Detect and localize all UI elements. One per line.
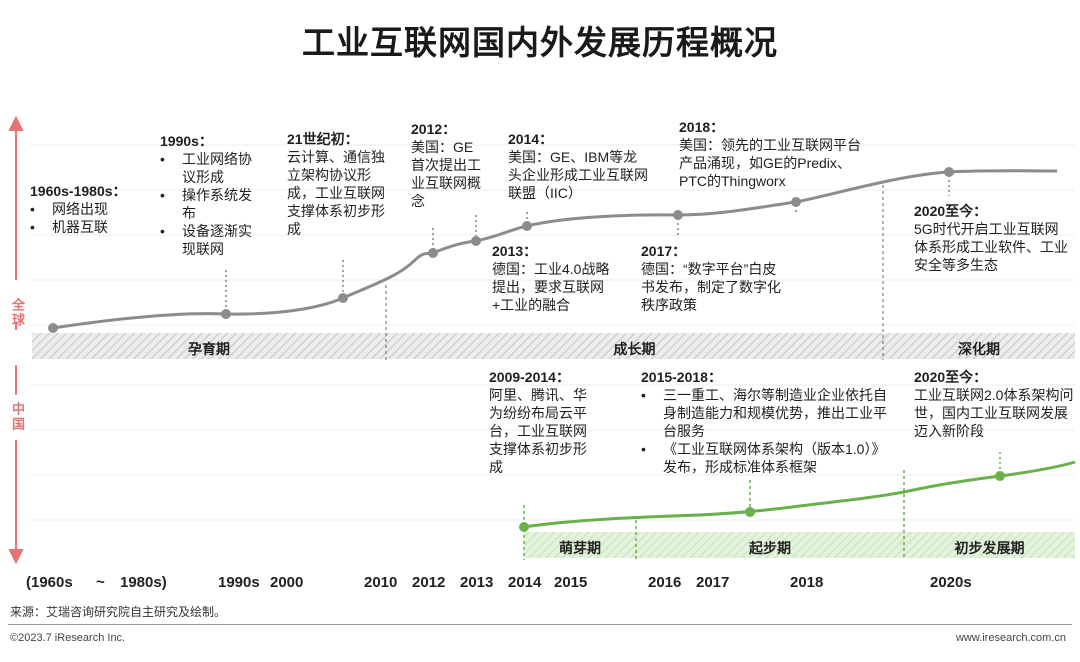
x-label-2020s: 2020s xyxy=(930,574,972,591)
copyright: ©2023.7 iResearch Inc. xyxy=(10,632,126,644)
region-label-china: 中国 xyxy=(10,402,25,432)
x-label-1960s: (1960s xyxy=(26,574,73,591)
event-1960s-1980s: 1960s-1980s： 网络出现 机器互联 xyxy=(30,182,127,236)
china-axis-arrow xyxy=(8,365,24,565)
period-label-initial-development: 初步发展期 xyxy=(954,540,1025,556)
x-label-1980s: 1980s) xyxy=(120,574,167,591)
period-label-sprout: 萌芽期 xyxy=(559,540,601,556)
x-label-2016: 2016 xyxy=(648,574,682,591)
period-dividers xyxy=(385,185,884,360)
x-label-2013: 2013 xyxy=(460,574,494,591)
event-2012: 2012： 美国：GE首次提出工业互联网概念 xyxy=(411,121,481,209)
china-period-dividers xyxy=(523,470,905,560)
event-1990s: 1990s： 工业网络协议形成 操作系统发布 设备逐渐实现联网 xyxy=(160,132,260,258)
event-2013: 2013： 德国：工业4.0战略提出，要求互联网+工业的融合 xyxy=(492,243,610,313)
x-label-2017: 2017 xyxy=(696,574,730,591)
page-title: 工业互联网国内外发展历程概况 xyxy=(302,24,778,61)
event-2014: 2014： 美国：GE、IBM等龙头企业形成工业互联网联盟（IIC） xyxy=(508,131,648,201)
event-2017: 2017： 德国：“数字平台”白皮书发布，制定了数字化秩序政策 xyxy=(641,243,781,313)
period-label-start: 起步期 xyxy=(749,540,791,556)
x-label-2014: 2014 xyxy=(508,574,542,591)
x-label-tilde: ~ xyxy=(96,574,105,591)
global-axis-arrow xyxy=(8,115,24,330)
period-label-deepening: 深化期 xyxy=(958,341,1000,357)
region-label-global: 全球 xyxy=(10,298,25,328)
event-2020-china: 2020至今： 工业互联网2.0体系架构问世，国内工业互联网发展迈入新阶段 xyxy=(914,369,1074,439)
x-label-1990s: 1990s xyxy=(218,574,260,591)
website-link[interactable]: www.iresearch.com.cn xyxy=(955,632,1066,644)
x-label-2018: 2018 xyxy=(790,574,824,591)
event-2015-2018-china: 2015-2018： 三一重工、海尔等制造业企业依托自身制造能力和规模优势，推出… xyxy=(641,368,891,476)
event-early-21st-century: 21世纪初： 云计算、通信独立架构协议形成，工业互联网支撑体系初步形成 xyxy=(287,131,385,237)
source-note: 来源：艾瑞咨询研究院自主研究及绘制。 xyxy=(10,605,227,619)
event-2018: 2018： 美国：领先的工业互联网平台产品涌现，如GE的Predix、PTC的T… xyxy=(679,119,861,189)
x-label-2000: 2000 xyxy=(270,574,304,591)
event-2020-global: 2020至今： 5G时代开启工业互联网体系形成工业软件、工业安全等多生态 xyxy=(914,203,1068,273)
china-nodes xyxy=(519,471,1005,532)
event-2009-2014-china: 2009-2014： 阿里、腾讯、华为纷纷布局云平台，工业互联网支撑体系初步形成 xyxy=(489,369,587,475)
period-label-incubation: 孕育期 xyxy=(188,341,230,357)
china-period-band xyxy=(524,532,1075,558)
footer-divider xyxy=(8,624,1072,625)
global-period-band xyxy=(32,333,1075,359)
period-label-growth: 成长期 xyxy=(613,341,656,357)
global-curve xyxy=(52,169,1058,330)
x-label-2015: 2015 xyxy=(554,574,588,591)
global-nodes xyxy=(48,167,954,333)
x-label-2012: 2012 xyxy=(412,574,446,591)
x-label-2010: 2010 xyxy=(364,574,398,591)
